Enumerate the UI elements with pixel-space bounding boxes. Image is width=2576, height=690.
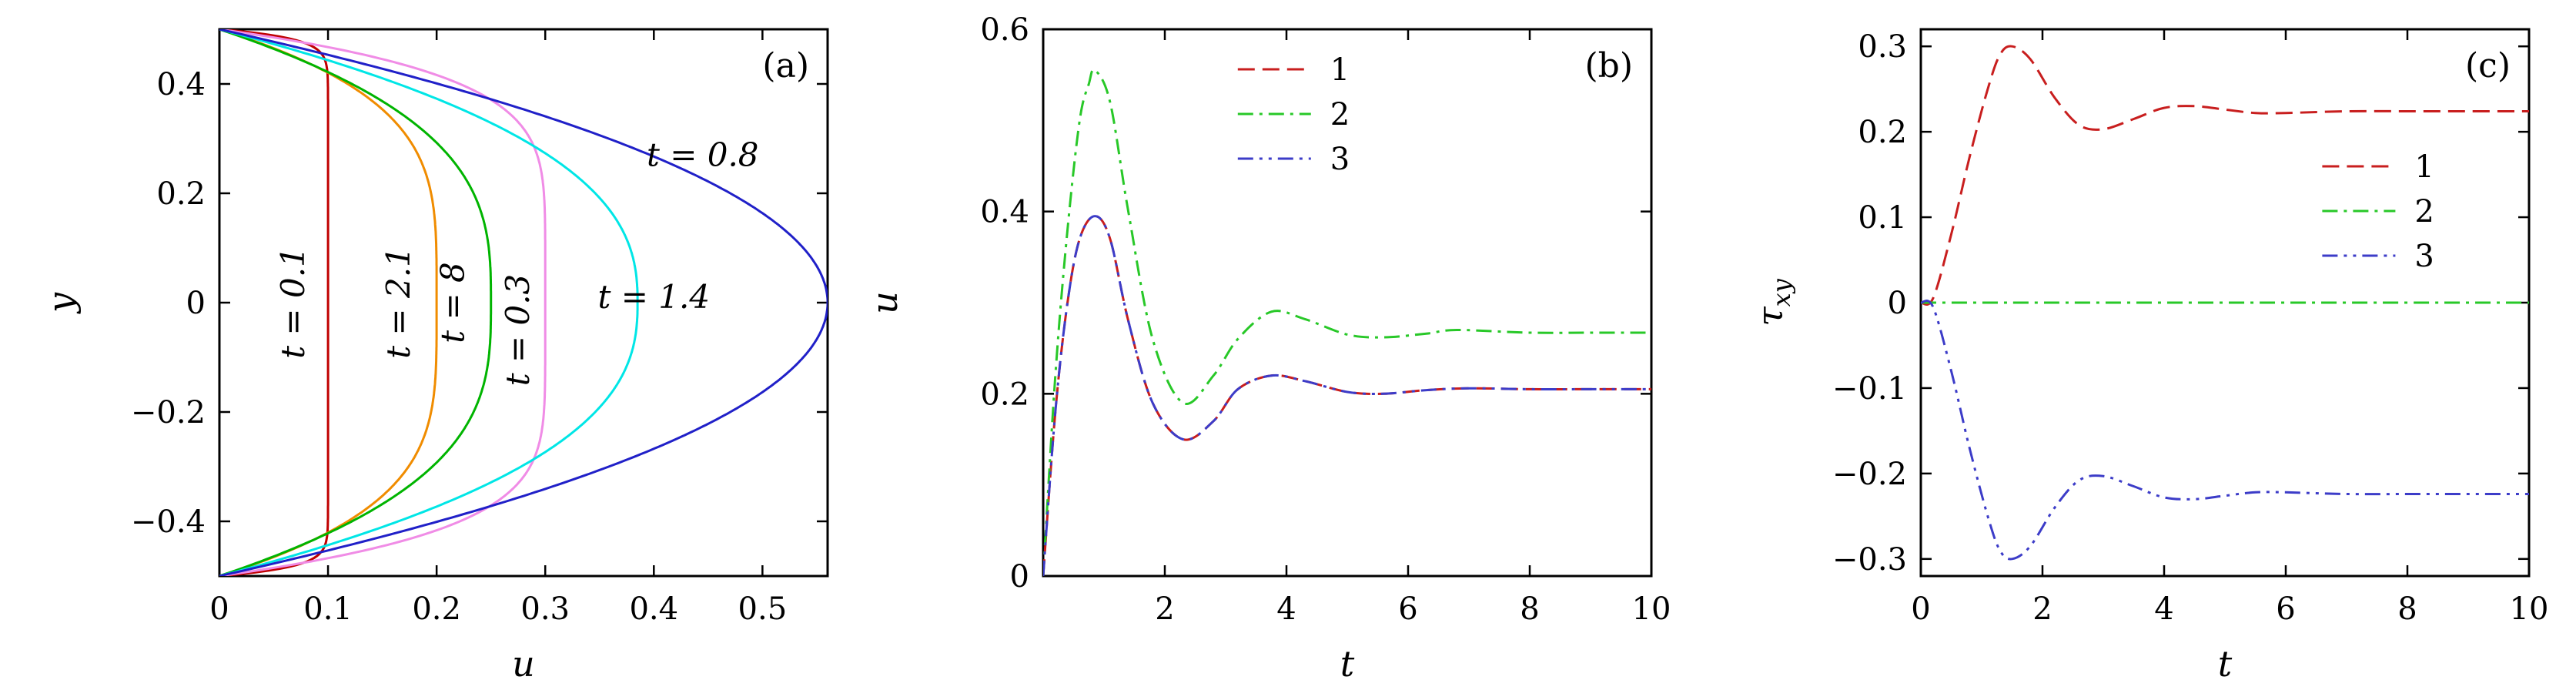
series-line-4: [219, 29, 639, 576]
panel-label: (a): [762, 46, 809, 85]
y-axis-label-sub: xy: [1767, 278, 1796, 306]
x-tick-label: 0: [209, 591, 229, 627]
curve-label-5: t = 0.8: [647, 136, 759, 174]
x-tick-label: 2: [1155, 591, 1174, 627]
y-tick-label: −0.4: [131, 504, 206, 540]
y-tick-label: −0.1: [1832, 371, 1907, 407]
curve-label-3: t = 0.3: [499, 274, 537, 387]
x-tick-label: 0: [1911, 591, 1930, 627]
panel-label: (c): [2465, 46, 2511, 85]
y-tick-label: 0.3: [1858, 29, 1907, 65]
x-tick-label: 6: [1398, 591, 1417, 627]
y-tick-label: 0.2: [980, 377, 1029, 412]
legend-label-1: 1: [1330, 52, 1350, 88]
curves: [1921, 45, 2529, 561]
series-line-5: [219, 29, 828, 576]
x-axis-label: u: [512, 643, 535, 685]
x-tick-label: 0.4: [629, 591, 678, 627]
y-tick-label: 0.4: [156, 67, 206, 102]
series-line-3: [219, 29, 547, 576]
curves: [1043, 68, 1651, 576]
panel-label: (b): [1585, 46, 1634, 85]
chart-panel-2: 0 2 4 6 8 10 −0.3 −0.2 −0.1 0 0.1 0.2 0.3 t τxy (c) 1 2 3: [1749, 28, 2549, 685]
x-axis-label: t: [2218, 643, 2233, 685]
x-tick-label: 4: [1276, 591, 1296, 627]
chart-panel-1: 2 4 6 8 10 0 0.2 0.4 0.6 t u (b) 1 2 3: [864, 12, 1671, 685]
series-line-2: [1043, 68, 1651, 576]
y-tick-label: 0: [186, 286, 206, 321]
legend-label-1: 1: [2414, 149, 2434, 185]
y-tick-label: 0.1: [1858, 200, 1907, 236]
x-tick-label: 6: [2276, 591, 2295, 627]
y-tick-label: −0.2: [1832, 457, 1907, 492]
series-line-2: [219, 29, 493, 576]
legend-label-3: 3: [2414, 239, 2434, 274]
x-tick-label: 0.5: [738, 591, 788, 627]
x-tick-label: 0.2: [412, 591, 461, 627]
curve-label-1: t = 2.1: [380, 246, 417, 359]
y-tick-label: 0.4: [980, 195, 1029, 230]
series-line-0: [219, 29, 330, 576]
series-line-1: [219, 29, 438, 576]
legend-label-2: 2: [1330, 97, 1350, 132]
y-tick-label: 0.2: [1858, 115, 1907, 150]
y-tick-label: 0.2: [156, 176, 206, 212]
curves: [219, 29, 828, 576]
y-tick-label: 0: [1010, 559, 1029, 595]
y-tick-label: 0.6: [980, 12, 1029, 48]
axes-frame: [1042, 28, 1653, 578]
curve-label-4: t = 1.4: [597, 278, 710, 316]
x-tick-label: 0.3: [520, 591, 570, 627]
x-axis-label: t: [1340, 643, 1355, 685]
series-line-1: [1921, 45, 2529, 306]
curve-label-2: t = 8: [433, 262, 471, 343]
y-axis-label: y: [40, 292, 82, 314]
y-tick-label: 0: [1888, 286, 1907, 321]
legend-label-3: 3: [1330, 142, 1350, 177]
series-line-3: [1043, 215, 1651, 576]
x-tick-label: 10: [2510, 591, 2549, 627]
legend: 1 2 3: [2322, 149, 2434, 274]
series-line-3: [1921, 300, 2529, 561]
x-tick-label: 0.1: [303, 591, 353, 627]
chart-panel-0: 0 0.1 0.2 0.3 0.4 0.5 −0.4 −0.2 0 0.2 0.4 u y (a) t = …: [40, 28, 829, 685]
y-axis-label: u: [864, 291, 905, 314]
y-axis-label: τxy: [1749, 278, 1796, 327]
x-tick-label: 10: [1632, 591, 1671, 627]
x-tick-label: 2: [2032, 591, 2052, 627]
legend: 1 2 3: [1237, 52, 1350, 177]
y-tick-label: −0.2: [131, 395, 206, 430]
series-line-1: [1043, 215, 1651, 576]
curve-label-0: t = 0.1: [274, 246, 312, 359]
x-tick-label: 4: [2154, 591, 2173, 627]
legend-label-2: 2: [2414, 194, 2434, 229]
y-tick-label: −0.3: [1832, 542, 1907, 578]
y-axis-label-main: τ: [1749, 306, 1791, 327]
x-tick-label: 8: [2397, 591, 2417, 627]
x-tick-label: 8: [1520, 591, 1539, 627]
